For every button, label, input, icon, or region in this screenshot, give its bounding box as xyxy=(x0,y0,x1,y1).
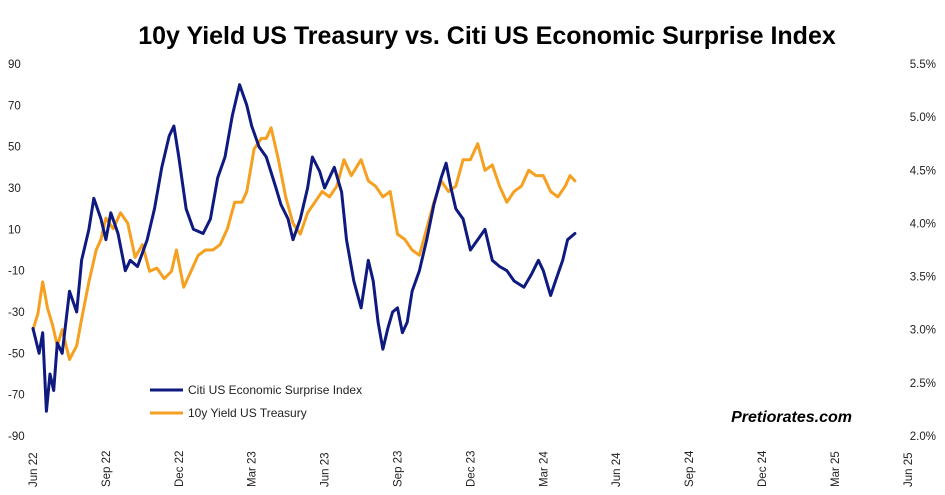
plot-area xyxy=(31,83,577,413)
x-tick-label: Mar 23 xyxy=(247,451,259,487)
left-tick-label: 50 xyxy=(8,142,21,154)
left-tick-label: 70 xyxy=(8,100,21,112)
x-tick-label: Sep 22 xyxy=(101,451,113,487)
right-tick-label: 5.0% xyxy=(910,112,936,124)
left-tick-label: 10 xyxy=(8,224,21,236)
left-tick-label: -10 xyxy=(8,266,25,278)
chart-title: 10y Yield US Treasury vs. Citi US Econom… xyxy=(138,22,836,50)
x-tick-label: Dec 22 xyxy=(174,451,186,487)
series-line-surprise-index xyxy=(31,83,577,413)
x-tick-label: Sep 24 xyxy=(684,450,696,487)
x-tick-label: Dec 23 xyxy=(465,451,477,487)
x-tick-label: Jun 22 xyxy=(28,452,40,487)
x-tick-label: Jun 23 xyxy=(320,452,332,487)
watermark: Pretiorates.com xyxy=(731,409,852,426)
left-tick-label: -30 xyxy=(8,307,25,319)
left-tick-label: -70 xyxy=(8,390,25,402)
right-tick-label: 3.5% xyxy=(910,272,936,284)
left-tick-label: 90 xyxy=(8,59,21,71)
right-tick-label: 4.0% xyxy=(910,218,936,230)
x-tick-label: Dec 24 xyxy=(757,450,769,487)
x-tick-label: Mar 24 xyxy=(538,451,550,487)
left-tick-label: -90 xyxy=(8,431,25,443)
x-tick-label: Sep 23 xyxy=(393,451,405,487)
right-tick-label: 5.5% xyxy=(910,59,936,71)
x-tick-label: Jun 25 xyxy=(903,452,915,487)
x-tick-label: Jun 24 xyxy=(611,452,623,487)
left-tick-label: -50 xyxy=(8,348,25,360)
series-line-10y-yield xyxy=(31,126,577,361)
legend-label-surprise-index: Citi US Economic Surprise Index xyxy=(188,383,362,397)
legend-label-10y-yield: 10y Yield US Treasury xyxy=(188,406,307,420)
right-tick-label: 3.0% xyxy=(910,325,936,337)
right-tick-label: 2.0% xyxy=(910,431,936,443)
x-tick-label: Mar 25 xyxy=(830,451,842,487)
left-axis: 90 70 50 30 10 -10 -30 -50 -70 -90 xyxy=(8,59,25,443)
right-tick-label: 2.5% xyxy=(910,378,936,390)
left-tick-label: 30 xyxy=(8,183,21,195)
right-axis: 5.5% 5.0% 4.5% 4.0% 3.5% 3.0% 2.5% 2.0% xyxy=(910,59,936,443)
legend: Citi US Economic Surprise Index 10y Yiel… xyxy=(150,383,362,420)
right-tick-label: 4.5% xyxy=(910,165,936,177)
x-axis: Jun 22 Sep 22 Dec 22 Mar 23 Jun 23 Sep 23 Dec … xyxy=(28,450,915,487)
